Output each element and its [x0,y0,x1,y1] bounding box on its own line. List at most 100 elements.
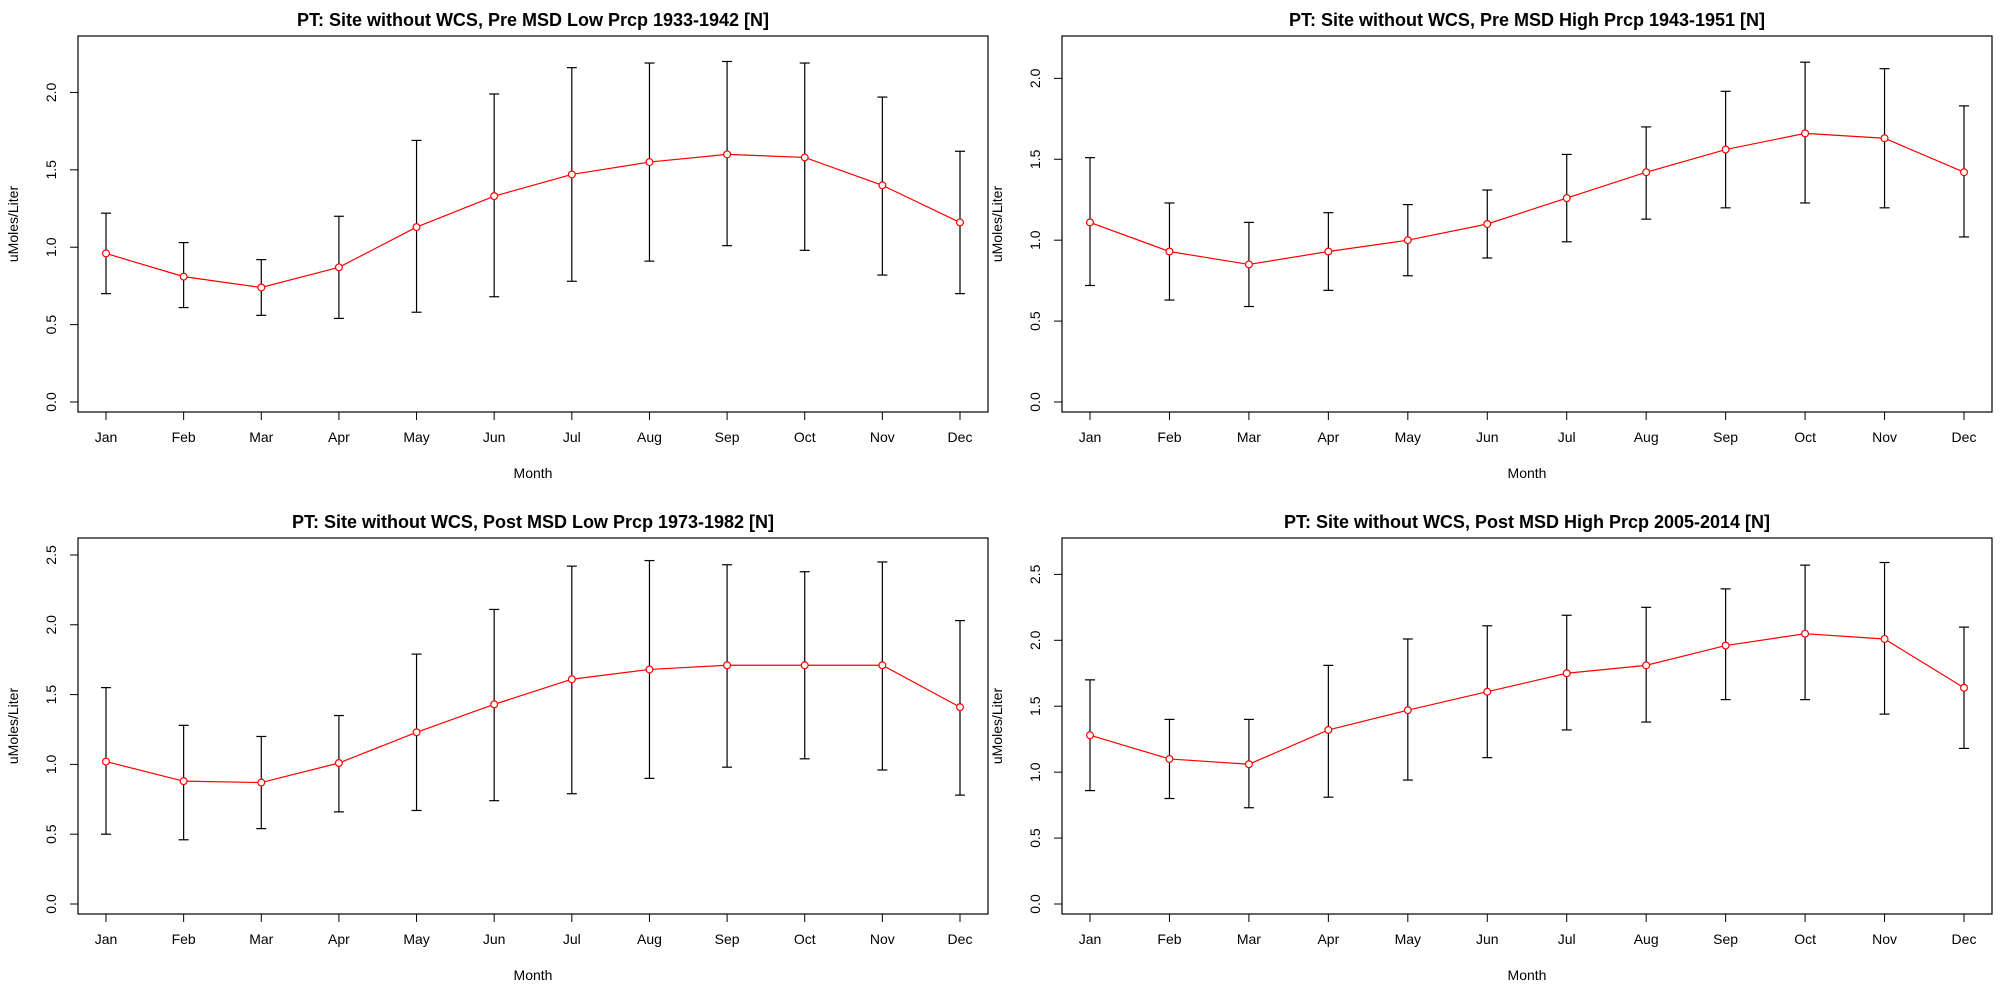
x-tick-label: Nov [1872,429,1897,445]
x-tick-label: Feb [1157,931,1181,947]
y-tick-label: 2.0 [43,82,59,102]
x-tick-label: Jan [95,429,118,445]
data-point [955,218,964,227]
y-tick-label: 2.5 [43,545,59,565]
x-tick-label: Oct [794,931,816,947]
x-tick-label: Sep [1713,429,1738,445]
y-tick-label: 1.0 [43,754,59,774]
data-point [1085,731,1094,740]
data-point [567,170,576,179]
data-point [1324,725,1333,734]
x-tick-label: Apr [1317,429,1339,445]
series-line [105,153,961,289]
chart-panel-4: PT: Site without WCS, Post MSD High Prcp… [989,512,1993,983]
series-line [105,664,961,784]
data-point [1880,134,1889,143]
data-point [101,249,110,258]
x-tick-label: Mar [249,429,273,445]
data-point [257,778,266,787]
data-point [723,150,732,159]
data-point [1403,236,1412,245]
y-axis-label: uMoles/Liter [989,186,1005,263]
data-point [334,758,343,767]
data-point [1483,687,1492,696]
x-tick-label: Jul [563,931,581,947]
chart-panel-1: PT: Site without WCS, Pre MSD Low Prcp 1… [5,10,989,481]
x-tick-label: Dec [948,429,973,445]
data-point [179,272,188,281]
x-tick-label: Jun [1476,429,1499,445]
y-tick-label: 2.5 [1027,564,1043,584]
chart-panel-3: PT: Site without WCS, Post MSD Low Prcp … [5,512,989,983]
y-tick-label: 2.0 [1027,68,1043,88]
data-point [878,181,887,190]
x-tick-label: Oct [794,429,816,445]
data-point [1403,706,1412,715]
data-point [1483,220,1492,229]
x-tick-label: Jul [1558,931,1576,947]
y-tick-label: 2.0 [43,615,59,635]
data-point [645,665,654,674]
x-tick-label: Nov [1872,931,1897,947]
data-point [1085,218,1094,227]
y-tick-label: 1.0 [1027,762,1043,782]
data-point [490,700,499,709]
chart-title: PT: Site without WCS, Post MSD Low Prcp … [292,512,774,532]
x-tick-label: Dec [1952,931,1977,947]
data-point [101,757,110,766]
y-tick-label: 0.5 [43,824,59,844]
x-tick-label: Aug [637,429,662,445]
x-tick-label: Feb [1157,429,1181,445]
x-tick-label: Sep [715,429,740,445]
data-point [800,153,809,162]
data-point [1562,194,1571,203]
y-tick-label: 1.5 [43,160,59,180]
y-tick-label: 0.5 [43,315,59,335]
data-point [1880,634,1889,643]
x-tick-label: Apr [1317,931,1339,947]
y-tick-label: 1.5 [43,685,59,705]
data-point [878,661,887,670]
x-tick-label: Mar [1237,429,1261,445]
x-tick-label: Feb [172,931,196,947]
x-tick-label: Jan [1079,429,1102,445]
x-tick-label: Jun [483,931,506,947]
x-tick-label: Feb [172,429,196,445]
x-tick-label: Apr [328,931,350,947]
chart-panel-2: PT: Site without WCS, Pre MSD High Prcp … [989,10,1993,481]
data-point [1959,683,1968,692]
x-tick-label: Jun [1476,931,1499,947]
x-axis-label: Month [1508,967,1547,983]
y-tick-label: 0.5 [1027,311,1043,331]
y-tick-label: 0.0 [43,894,59,914]
x-axis-label: Month [1508,465,1547,481]
y-axis-label: uMoles/Liter [989,688,1005,765]
x-tick-label: Aug [1634,429,1659,445]
plot-frame [1061,537,1993,915]
x-tick-label: Nov [870,429,895,445]
plot-frame [77,537,989,915]
x-tick-label: Jan [1079,931,1102,947]
data-point [800,661,809,670]
data-point [1165,247,1174,256]
x-tick-label: Mar [1237,931,1261,947]
chart-title: PT: Site without WCS, Pre MSD Low Prcp 1… [297,10,769,30]
x-axis-label: Month [514,465,553,481]
data-point [723,661,732,670]
x-tick-label: May [403,931,429,947]
y-tick-label: 0.0 [43,392,59,412]
x-tick-label: Jun [483,429,506,445]
series-line [1089,132,1965,266]
y-tick-label: 1.0 [1027,230,1043,250]
x-tick-label: Nov [870,931,895,947]
data-point [1801,129,1810,138]
x-tick-label: Jul [563,429,581,445]
x-tick-label: Jul [1558,429,1576,445]
x-tick-label: Aug [637,931,662,947]
x-axis-label: Month [514,967,553,983]
x-tick-label: Dec [948,931,973,947]
x-tick-label: May [1395,931,1421,947]
data-point [1721,145,1730,154]
x-tick-label: Apr [328,429,350,445]
